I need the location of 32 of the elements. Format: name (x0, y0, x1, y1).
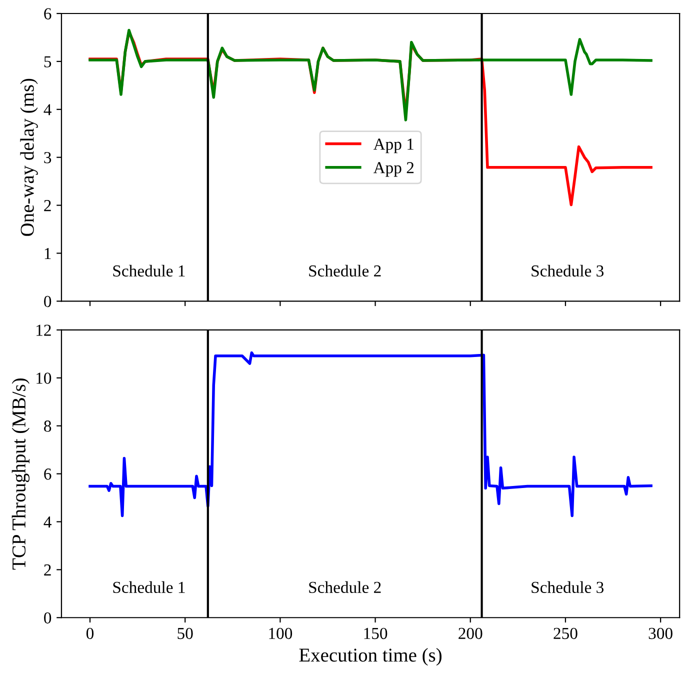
x-tick-label: 250 (554, 628, 578, 640)
annotation: Schedule 2 (309, 264, 381, 277)
annotation: Schedule 1 (113, 581, 185, 594)
annotation: Schedule 3 (532, 264, 604, 277)
y-tick-label: 12 (36, 324, 51, 336)
x-tick-label: 50 (178, 628, 193, 640)
legend-label: App 1 (373, 138, 414, 154)
y-tick-label: 2 (44, 200, 51, 212)
x-tick-label: 200 (458, 628, 482, 640)
annotation: Schedule 1 (113, 264, 185, 277)
y-tick-label: 5 (44, 56, 52, 68)
y-tick-label: 4 (44, 104, 52, 116)
y-tick-label: 10 (36, 372, 52, 384)
y-tick-label: 0 (44, 296, 52, 308)
annotation: Schedule 3 (532, 581, 604, 594)
y-tick-label: 0 (44, 612, 52, 624)
legend-label: App 2 (373, 162, 414, 177)
y-tick-label: 2 (44, 564, 51, 576)
y-tick-label: 6 (44, 468, 52, 480)
annotation: Schedule 2 (309, 581, 381, 594)
y-tick-label: 6 (44, 8, 52, 20)
x-tick-label: 150 (364, 628, 388, 640)
x-tick-label: 100 (269, 628, 292, 640)
y-tick-label: 1 (44, 248, 51, 260)
x-axis-title: Execution time (s) (299, 648, 442, 666)
y-axis-title: One-way delay (ms) (20, 78, 38, 236)
y-axis-title: TCP Throughput (MB/s) (12, 378, 30, 570)
y-tick-label: 4 (44, 516, 52, 528)
y-tick-label: 8 (44, 420, 52, 432)
x-tick-label: 300 (648, 628, 672, 640)
y-tick-label: 3 (44, 152, 52, 164)
x-tick-label: 0 (86, 628, 94, 640)
